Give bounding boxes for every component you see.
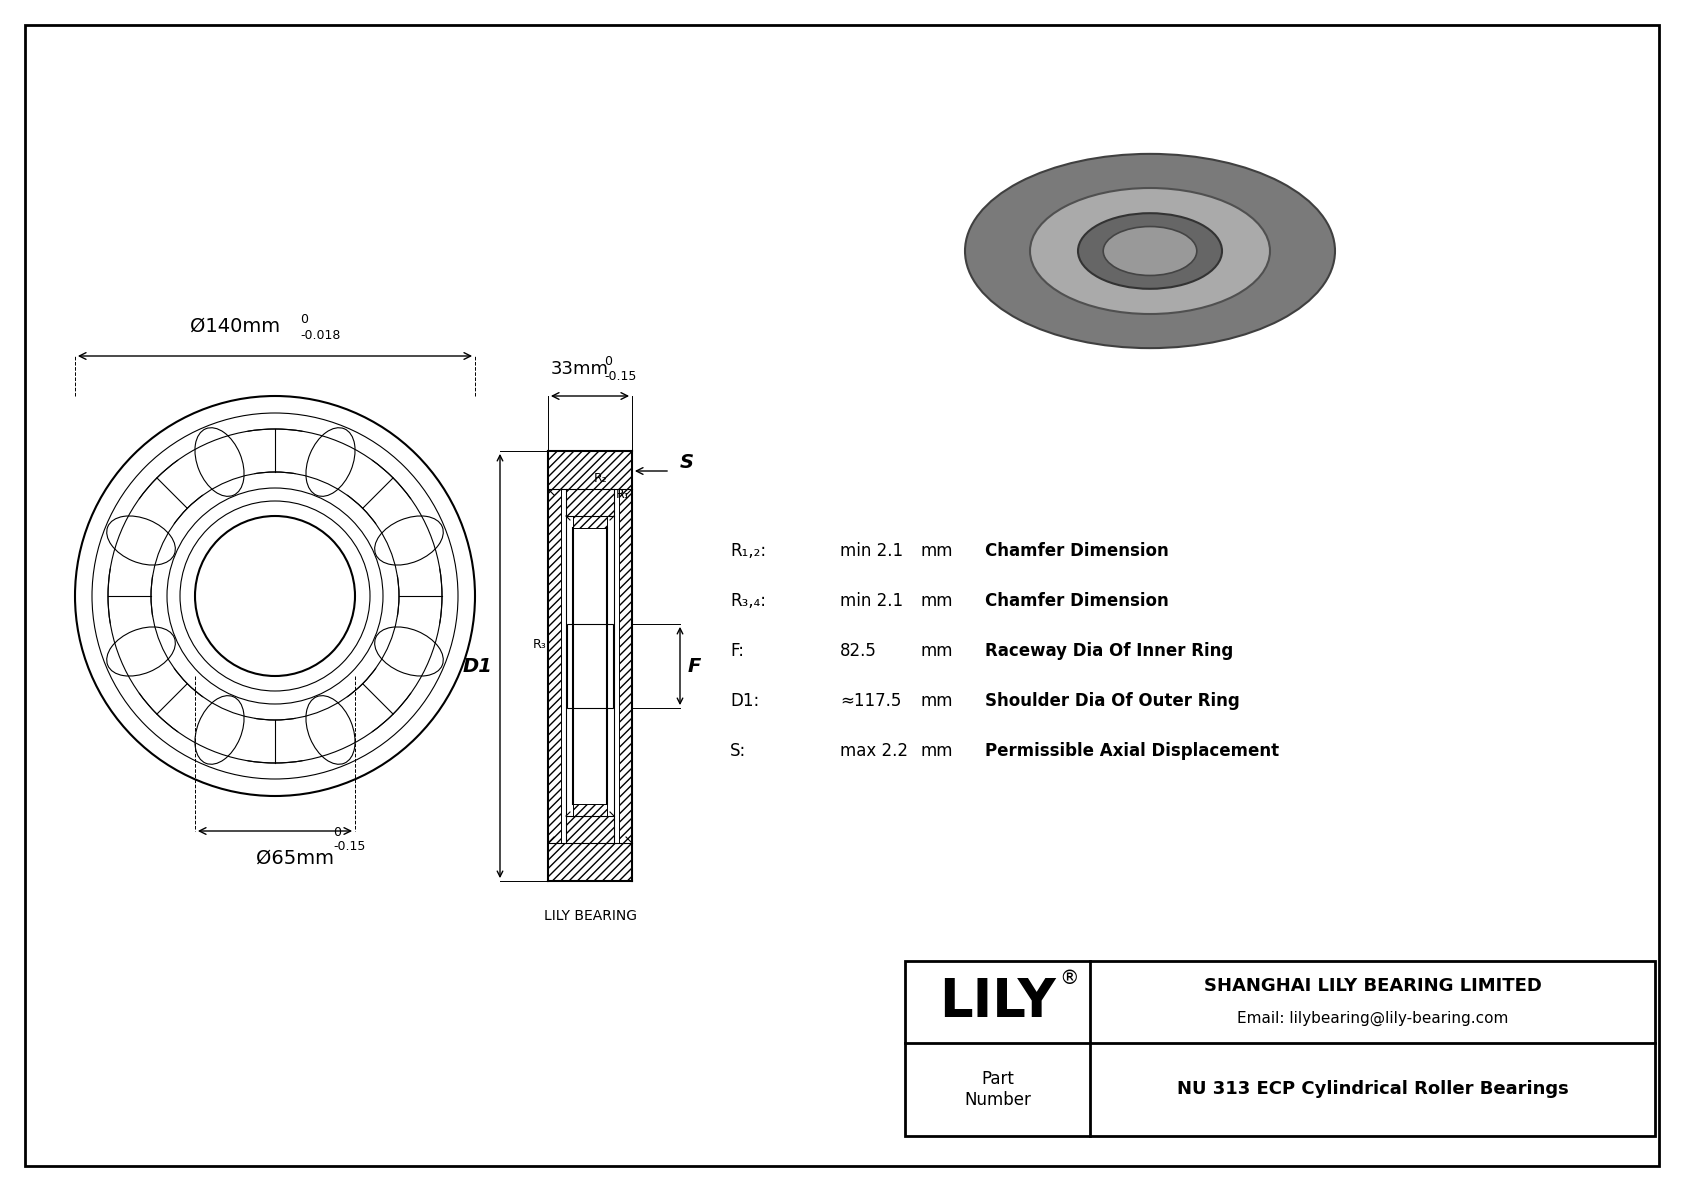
Text: Ø140mm: Ø140mm <box>190 317 280 336</box>
Text: max 2.2: max 2.2 <box>840 742 908 760</box>
Bar <box>568 624 613 707</box>
Ellipse shape <box>965 154 1335 348</box>
Bar <box>573 516 606 528</box>
Text: F:: F: <box>729 642 744 660</box>
Text: Ø65mm: Ø65mm <box>256 849 333 868</box>
Text: mm: mm <box>919 592 953 610</box>
Text: -0.15: -0.15 <box>333 840 365 853</box>
Bar <box>547 490 561 843</box>
Text: Chamfer Dimension: Chamfer Dimension <box>985 542 1169 560</box>
Text: R₃: R₃ <box>532 637 546 650</box>
Text: 0: 0 <box>300 313 308 326</box>
Text: LILY BEARING: LILY BEARING <box>544 909 637 923</box>
Text: R₃,₄:: R₃,₄: <box>729 592 766 610</box>
Text: mm: mm <box>919 542 953 560</box>
Text: LILY: LILY <box>940 975 1056 1028</box>
Text: Chamfer Dimension: Chamfer Dimension <box>985 592 1169 610</box>
Bar <box>547 451 632 490</box>
Text: S: S <box>680 454 694 473</box>
Bar <box>547 843 632 881</box>
Text: ®: ® <box>1059 968 1079 987</box>
Ellipse shape <box>1078 213 1223 288</box>
Text: D1: D1 <box>461 656 492 675</box>
Text: 0: 0 <box>333 827 340 838</box>
Ellipse shape <box>1103 226 1197 275</box>
Text: 0: 0 <box>605 355 611 368</box>
Ellipse shape <box>1031 188 1270 314</box>
Ellipse shape <box>1100 224 1201 278</box>
Text: R₄: R₄ <box>568 678 581 691</box>
Bar <box>620 490 632 843</box>
Text: Shoulder Dia Of Outer Ring: Shoulder Dia Of Outer Ring <box>985 692 1239 710</box>
Text: min 2.1: min 2.1 <box>840 542 903 560</box>
Text: Part
Number: Part Number <box>963 1070 1031 1109</box>
Text: mm: mm <box>919 642 953 660</box>
Text: R₁: R₁ <box>616 488 630 501</box>
Text: mm: mm <box>919 742 953 760</box>
Bar <box>573 804 606 816</box>
Text: 82.5: 82.5 <box>840 642 877 660</box>
Text: NU 313 ECP Cylindrical Roller Bearings: NU 313 ECP Cylindrical Roller Bearings <box>1177 1080 1568 1098</box>
Text: R₂: R₂ <box>594 473 608 486</box>
Bar <box>904 961 1655 1136</box>
Text: -0.15: -0.15 <box>605 370 637 384</box>
Text: SHANGHAI LILY BEARING LIMITED: SHANGHAI LILY BEARING LIMITED <box>1204 977 1541 994</box>
Bar <box>566 490 615 516</box>
Text: S:: S: <box>729 742 746 760</box>
Text: Permissible Axial Displacement: Permissible Axial Displacement <box>985 742 1280 760</box>
Text: Email: lilybearing@lily-bearing.com: Email: lilybearing@lily-bearing.com <box>1236 1010 1509 1025</box>
Text: F: F <box>689 656 701 675</box>
Text: D1:: D1: <box>729 692 759 710</box>
Text: Raceway Dia Of Inner Ring: Raceway Dia Of Inner Ring <box>985 642 1233 660</box>
Text: mm: mm <box>919 692 953 710</box>
Text: 33mm: 33mm <box>551 360 610 378</box>
Text: R₁,₂:: R₁,₂: <box>729 542 766 560</box>
Text: min 2.1: min 2.1 <box>840 592 903 610</box>
Text: -0.018: -0.018 <box>300 329 340 342</box>
Text: ≈117.5: ≈117.5 <box>840 692 901 710</box>
Bar <box>566 816 615 843</box>
